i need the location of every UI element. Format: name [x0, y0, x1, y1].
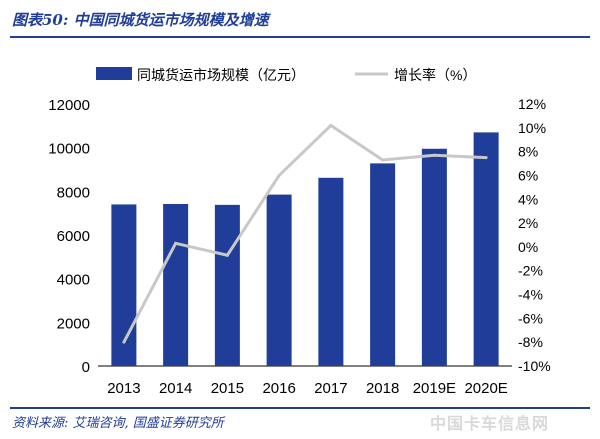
x-tick-label: 2016 — [262, 380, 295, 397]
watermark: 中国卡车信息网 — [430, 414, 550, 433]
legend-label-bar: 同城货运市场规模（亿元） — [137, 67, 305, 83]
y-right-tick-label: -2% — [518, 263, 543, 279]
y-left-tick-label: 8000 — [57, 184, 90, 201]
legend-label-line: 增长率（%） — [394, 67, 476, 83]
y-right-tick-label: -6% — [518, 310, 543, 326]
source-note: 资料来源: 艾瑞咨询, 国盛证券研究所 — [12, 416, 224, 431]
growth-point-2020E — [484, 156, 488, 160]
growth-point-2018 — [381, 158, 385, 162]
y-right-tick-label: 0% — [518, 239, 538, 255]
legend: 同城货运市场规模（亿元） 增长率（%） — [96, 67, 476, 83]
legend-swatch-bar — [96, 67, 132, 80]
bar-2017 — [318, 177, 344, 366]
axes: 0 2000 4000 6000 8000 10000 12000 -10% -8% -6% -4%… — [48, 96, 550, 397]
x-tick-label: 2020E — [464, 380, 507, 397]
bars — [111, 132, 499, 366]
y-left-tick-label: 12000 — [48, 97, 90, 114]
y-left-tick-label: 0 — [82, 359, 90, 376]
y-right-tick-label: -8% — [518, 334, 543, 350]
y-right-tick-label: 4% — [518, 191, 538, 207]
growth-point-2017 — [329, 123, 333, 127]
growth-line-path — [122, 123, 487, 343]
growth-point-2015 — [225, 253, 229, 257]
x-tick-label: 2018 — [366, 380, 399, 397]
y-left-tick-label: 10000 — [48, 141, 90, 158]
y-right-tick-label: 10% — [518, 120, 546, 136]
footer-rule — [10, 407, 590, 409]
growth-point-2019E — [432, 153, 436, 157]
y-right-tick-label: 8% — [518, 144, 538, 160]
y-left-tick-label: 4000 — [57, 272, 90, 289]
x-tick-label: 2014 — [159, 380, 192, 397]
bar-2020E — [473, 132, 499, 366]
y-right-tick-label: 2% — [518, 215, 538, 231]
y-right-tick-label: -4% — [518, 287, 543, 303]
growth-line — [122, 123, 488, 344]
bar-2014 — [163, 203, 189, 366]
growth-point-2014 — [174, 241, 178, 245]
bar-2019E — [421, 148, 447, 366]
y-right-tick-label: 12% — [518, 96, 546, 112]
y-left-tick-label: 2000 — [57, 315, 90, 332]
x-tick-label: 2017 — [314, 380, 347, 397]
x-tick-label: 2013 — [107, 380, 140, 397]
y-left-tick-label: 6000 — [57, 228, 90, 245]
y-right-tick-label: 6% — [518, 167, 538, 183]
bar-2018 — [370, 163, 396, 366]
x-tick-label: 2015 — [211, 380, 244, 397]
figure-title: 图表50: 中国同城货运市场规模及增速 — [12, 11, 269, 29]
bar-2015 — [214, 204, 240, 366]
title-rule — [10, 36, 590, 38]
x-tick-label: 2019E — [413, 380, 456, 397]
y-right-tick-label: -10% — [518, 358, 551, 374]
growth-point-2016 — [277, 173, 281, 177]
growth-point-2013 — [122, 340, 126, 344]
bar-2016 — [266, 194, 292, 366]
